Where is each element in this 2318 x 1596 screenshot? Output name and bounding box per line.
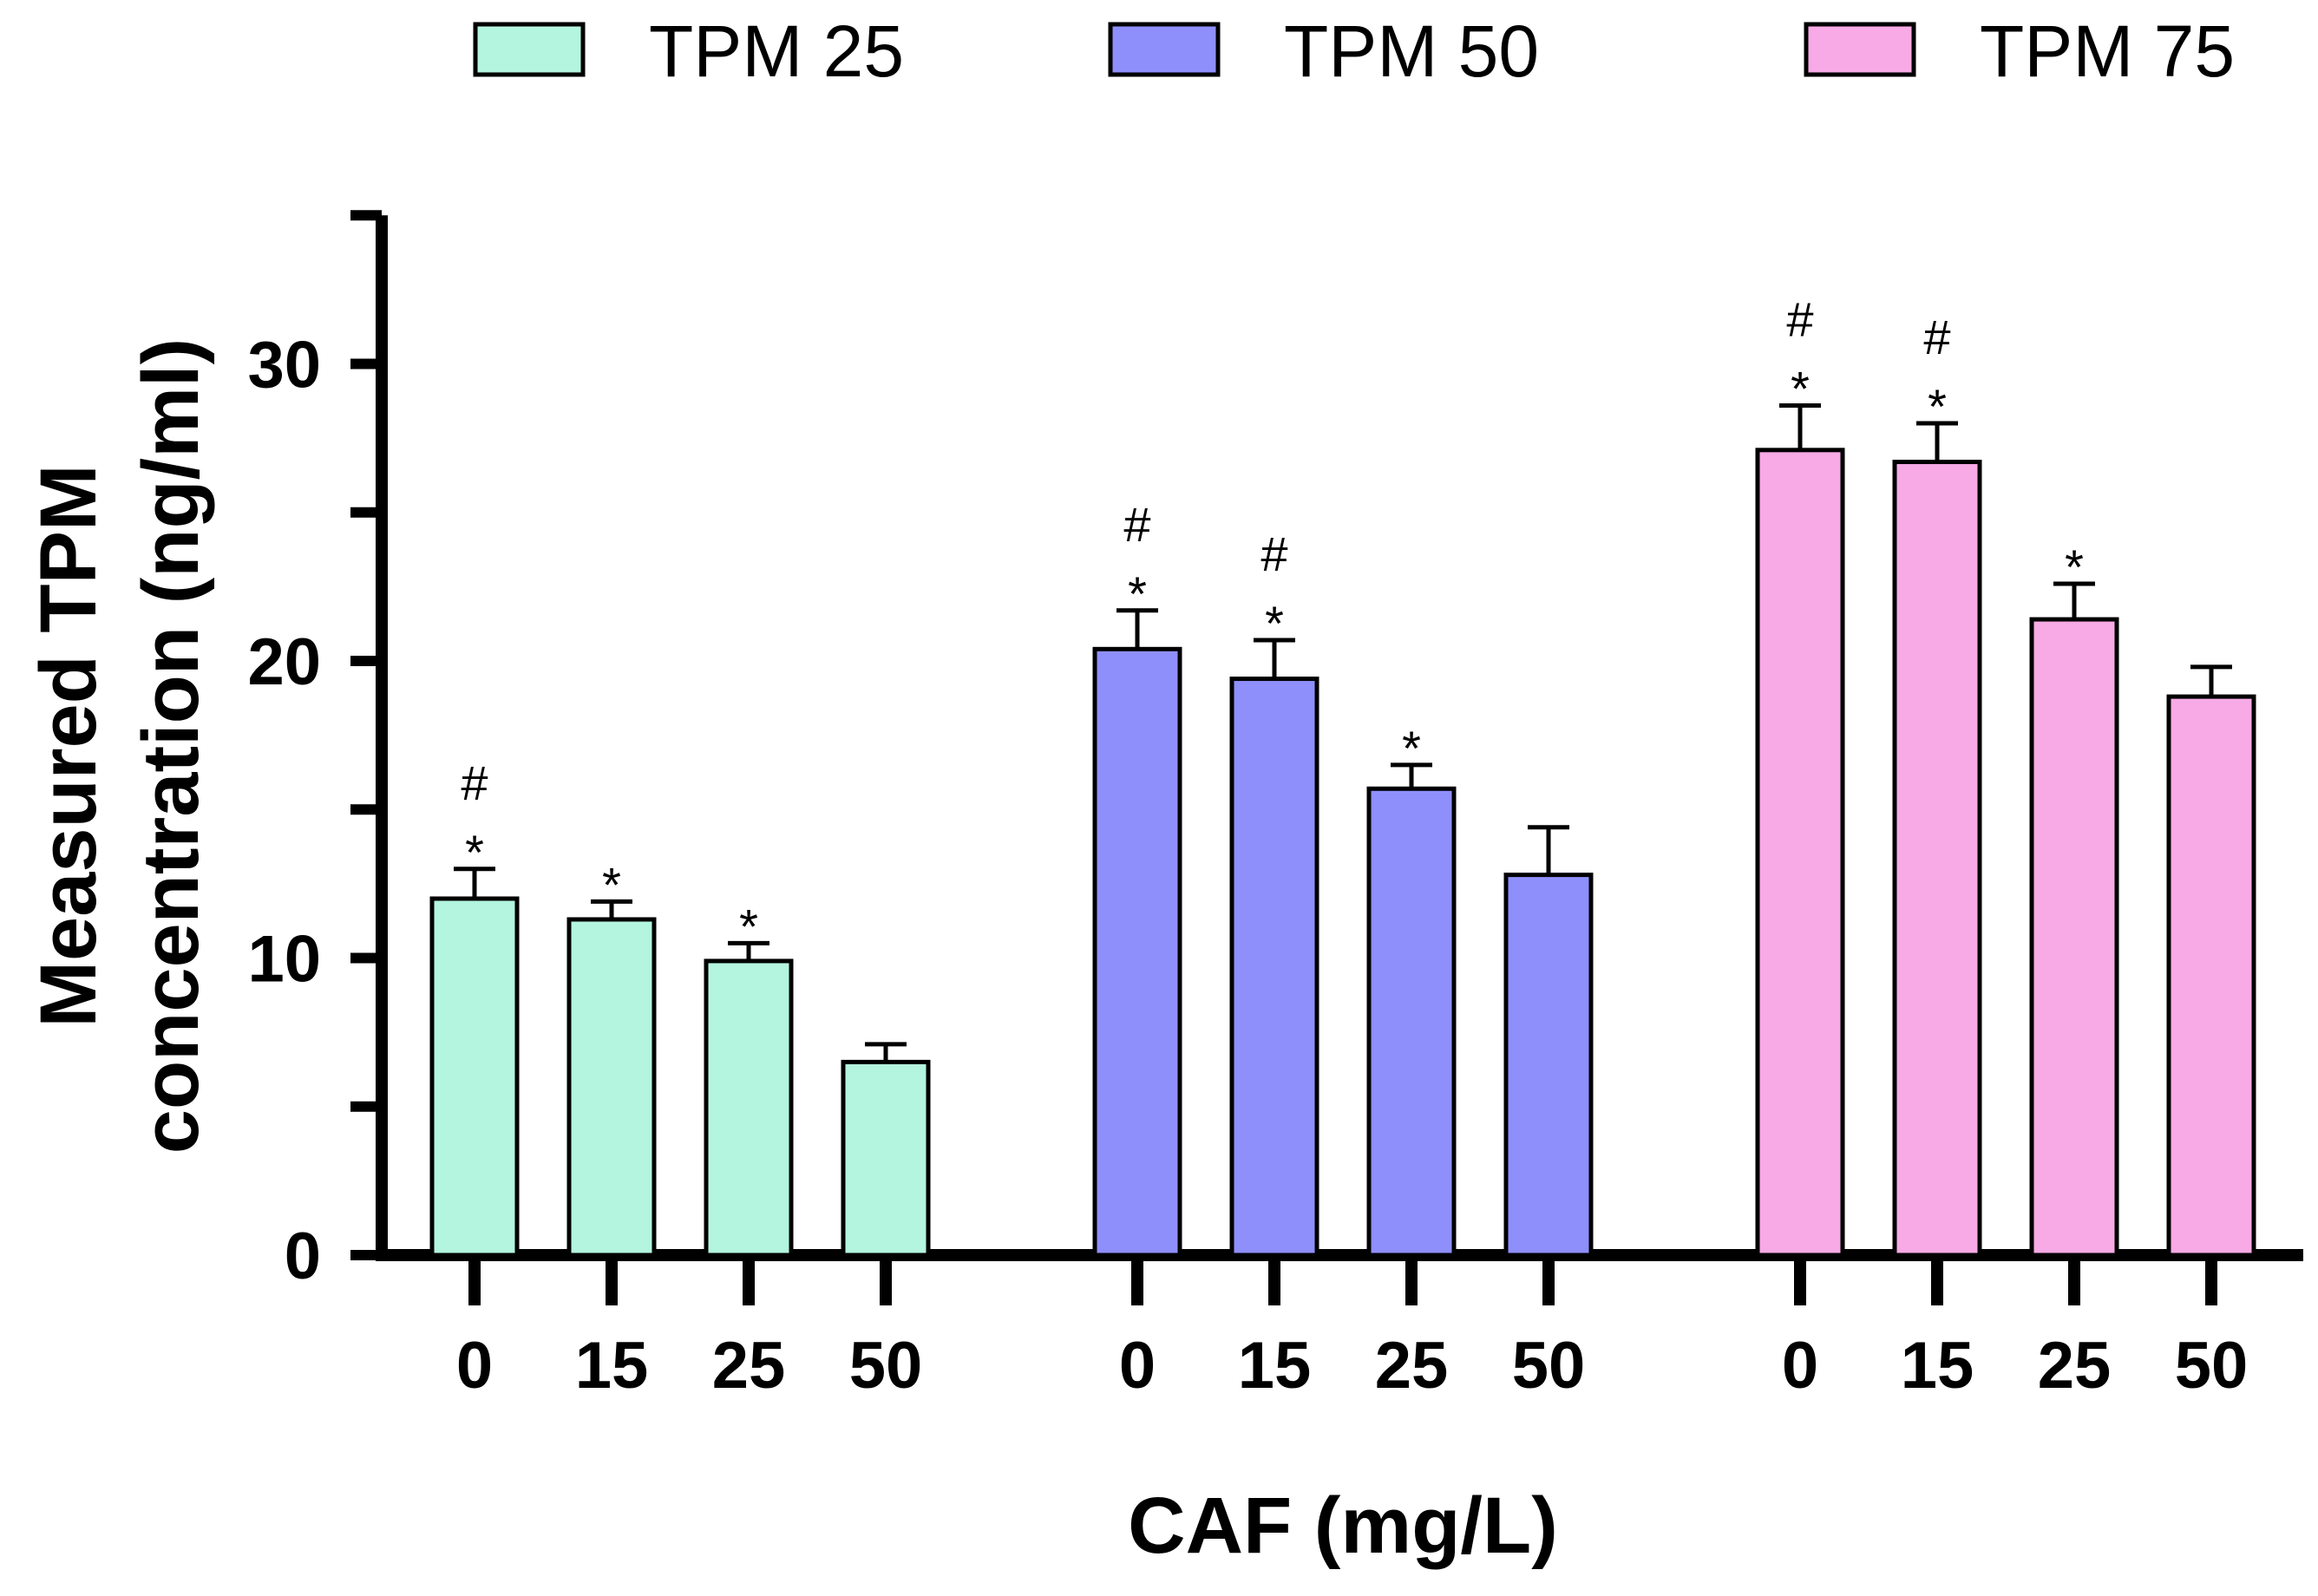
significance-star: * (1265, 596, 1284, 651)
significance-star: * (465, 825, 484, 880)
x-tick-label: 25 (2038, 1329, 2112, 1403)
x-axis-title: CAF (mg/L) (1128, 1482, 1558, 1570)
significance-hash: # (1786, 291, 1813, 346)
significance-hash: # (1260, 527, 1287, 581)
x-tick-label: 25 (1375, 1329, 1449, 1403)
bar (2029, 617, 2119, 1258)
significance-hash: # (461, 755, 488, 810)
bar (704, 958, 794, 1258)
legend-swatch (473, 22, 586, 77)
legend-label: TPM 25 (649, 10, 904, 92)
x-tick-label: 0 (1119, 1329, 1156, 1403)
legend-label: TPM 50 (1284, 10, 1539, 92)
y-tick-label: 0 (285, 1220, 321, 1293)
significance-star: * (1402, 721, 1421, 775)
legend: TPM 25 TPM 50 TPM 75 (473, 10, 2235, 92)
bar (429, 896, 520, 1258)
x-tick-label: 15 (575, 1329, 649, 1403)
significance-star: * (739, 899, 758, 953)
bar (1755, 448, 1845, 1258)
axes: 0 10 20 30 (247, 210, 2303, 1305)
x-tick-label: 15 (1238, 1329, 1312, 1403)
x-tick-label: 25 (712, 1329, 786, 1403)
bar (2166, 694, 2256, 1258)
y-axis-title-line: Measured TPM (24, 464, 113, 1027)
y-tick-label: 30 (247, 329, 321, 402)
significance-star: * (2065, 540, 2084, 594)
significance-star: * (1928, 379, 1947, 434)
x-tick-label: 50 (849, 1329, 923, 1403)
bar (566, 917, 657, 1258)
x-tick-labels: 0 15 25 50 0 15 25 50 0 15 25 50 (456, 1329, 2248, 1403)
bar (841, 1059, 931, 1258)
bar (1892, 460, 1982, 1258)
y-tick-label: 20 (247, 625, 321, 699)
significance-hash: # (1923, 310, 1950, 364)
y-axis-title: Measured TPM concentration (ng/ml) (24, 338, 215, 1154)
significance-star: * (1791, 361, 1810, 415)
x-tick-label: 50 (2175, 1329, 2249, 1403)
y-tick-label: 10 (247, 923, 321, 997)
bar (1366, 786, 1457, 1258)
legend-label: TPM 75 (1980, 10, 2235, 92)
bar (1092, 646, 1182, 1258)
x-tick-label: 0 (1782, 1329, 1818, 1403)
significance-star: * (1128, 566, 1147, 621)
x-tick-label: 0 (456, 1329, 493, 1403)
legend-swatch (1804, 22, 1916, 77)
bars: # * * * # * # * * # * # * * (429, 291, 2256, 1258)
significance-hash: # (1123, 497, 1150, 552)
y-axis-title-line: concentration (ng/ml) (127, 338, 215, 1154)
x-tick-label: 50 (1512, 1329, 1586, 1403)
legend-swatch (1108, 22, 1221, 77)
significance-star: * (602, 857, 621, 912)
bar (1229, 677, 1319, 1258)
bar (1503, 873, 1594, 1258)
x-tick-label: 15 (1901, 1329, 1974, 1403)
